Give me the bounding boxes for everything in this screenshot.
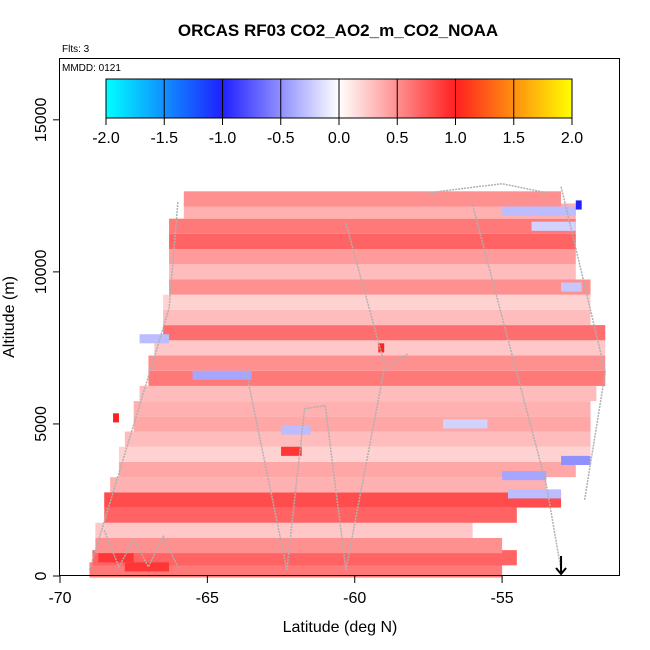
plot-area [89,191,606,578]
heatmap-band-5 [104,492,562,508]
x-tick-label: -65 [196,590,219,607]
colorbar-tick-label: 0.5 [386,130,408,147]
heatmap-patch-5 [192,370,252,380]
heatmap-band-16 [163,325,606,341]
x-tick-label: -55 [491,590,514,607]
flight-track-8 [103,530,179,569]
flight-track-2 [286,404,347,570]
colorbar-tick-label: 1.0 [444,130,466,147]
heatmap-patch-1 [531,221,576,231]
heatmap-band-21 [169,249,576,265]
x-axis: -70 -65 -60 -55 [48,576,514,607]
heatmap-patch-13 [113,413,119,423]
heatmap-band-12 [139,385,597,402]
x-axis-title: Latitude (deg N) [283,619,398,636]
heatmap-band-14 [148,355,606,371]
colorbar-tick-label: -0.5 [267,130,295,147]
flight-track-3 [345,353,409,571]
heatmap-patch-2 [575,200,582,210]
heatmap-band-8 [118,446,591,462]
heatmap-patch-9 [508,489,562,499]
heatmap-band-1 [92,550,517,566]
colorbar-tick-label: -1.5 [150,130,178,147]
flight-track-0 [88,201,179,571]
heatmap-band-18 [163,294,591,310]
heatmap-band-10 [133,416,591,432]
flight-track-5 [428,182,547,194]
heatmap-band-23 [169,218,576,234]
plot-frame [59,58,620,576]
heatmap-band-11 [133,401,591,417]
colorbar-tick-label: 1.5 [503,130,525,147]
heatmap-band-7 [118,461,576,478]
date-label: MMDD: 0121 [62,63,121,74]
heatmap-patch-4 [139,334,170,344]
y-tick-label: 0 [33,571,50,580]
flight-track-4 [345,223,385,364]
heatmap-patch-11 [281,446,302,456]
latitude-marker-arrow [555,556,567,576]
heatmap-band-0 [89,562,503,578]
y-axis-title: Altitude (m) [1,276,18,358]
heatmap-patch-7 [561,455,591,465]
heatmap-band-17 [163,309,591,326]
heatmap-band-4 [104,507,517,523]
heatmap-band-9 [124,431,591,447]
y-tick-label: 10000 [33,250,50,295]
heatmap-band-19 [169,279,591,295]
flight-track-1 [244,369,288,571]
heatmap-band-25 [183,191,562,207]
heatmap-band-24 [183,203,576,219]
colorbar: -2.0 -1.5 -1.0 -0.5 0.0 0.5 1.0 1.5 2.0 [92,78,583,147]
arrow-shape [555,556,567,576]
flights-label: Flts: 3 [62,44,90,55]
y-axis: 0 5000 10000 15000 [33,97,60,580]
heatmap-band-3 [95,522,473,538]
heatmap-patch-15 [124,562,170,572]
colorbar-tick-label: -2.0 [92,130,120,147]
heatmap-patch-12 [378,343,385,353]
heatmap-patch-8 [502,471,547,481]
heatmap-patch-6 [281,425,311,435]
colorbar-tick-label: 0.0 [328,130,350,147]
heatmap-band-2 [95,537,503,554]
colorbar-tick-label: 2.0 [561,130,583,147]
heatmap-patch-14 [98,553,134,563]
heatmap-band-13 [148,370,606,386]
flight-track-6 [471,204,562,571]
colorbar-tick-label: -1.0 [209,130,237,147]
heatmap-patch-3 [561,282,582,292]
heatmap-patch-0 [502,206,576,216]
flight-tracks [88,182,607,571]
x-tick-label: -60 [343,590,366,607]
y-tick-label: 15000 [33,97,50,142]
x-tick-label: -70 [48,590,71,607]
heatmap-band-6 [110,477,547,493]
y-tick-label: 5000 [33,406,50,442]
flight-track-7 [560,186,607,501]
heatmap-band-22 [169,233,576,250]
heatmap-band-20 [169,264,576,280]
chart-title: ORCAS RF03 CO2_AO2_m_CO2_NOAA [178,21,498,40]
heatmap-patch-10 [443,419,488,429]
